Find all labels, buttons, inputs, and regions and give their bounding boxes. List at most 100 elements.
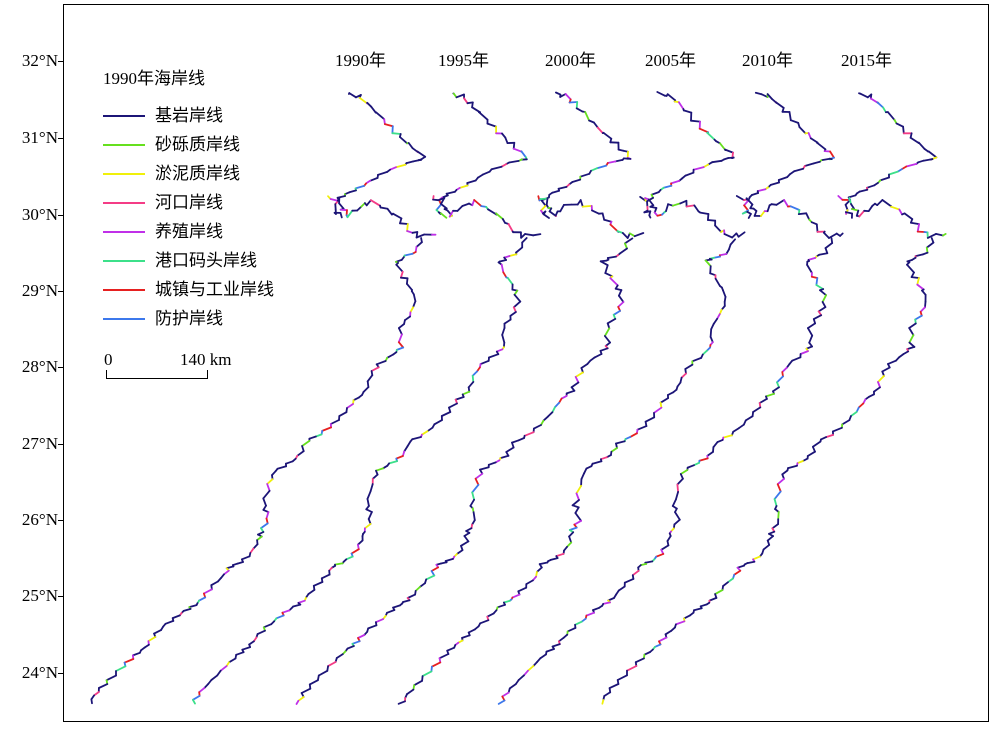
coastline-segment (810, 275, 819, 279)
coastline-segment (571, 178, 582, 183)
coastline-segment (506, 277, 514, 286)
coastline-segment (758, 397, 768, 404)
coastline-segment (751, 192, 759, 196)
coastline-segment (604, 327, 611, 337)
coastline-segment (589, 356, 596, 362)
coastline-segment (890, 205, 901, 211)
coastline-segment (490, 165, 503, 171)
coastline-segment (680, 372, 687, 379)
coastline-segment (369, 176, 379, 182)
coastline-segment (479, 466, 490, 471)
coastline-segment (692, 166, 705, 171)
coastline-segment (839, 232, 844, 237)
legend-label: 港口码头岸线 (155, 251, 257, 270)
coastline-segment (90, 698, 93, 705)
coastline-segment (236, 561, 244, 565)
coastline-segment (521, 237, 528, 244)
coastline-segment (713, 255, 721, 259)
coastline-segment (624, 242, 628, 250)
coastline-segment (766, 93, 773, 100)
coastline-segment (374, 618, 385, 624)
coastline-segment (98, 683, 109, 689)
coastline-segment (517, 437, 526, 442)
coastline-segment (699, 211, 710, 215)
coastline-segment (438, 653, 450, 660)
coastline-segment (881, 199, 892, 208)
coastline-segment (719, 142, 727, 151)
coastline-segment (471, 374, 475, 383)
coastline-segment (502, 271, 508, 279)
coastline-segment (420, 430, 429, 436)
coastline-segment (440, 202, 448, 210)
coastline-segment (596, 164, 608, 170)
coastline-segment (773, 498, 778, 507)
coastline-segment (334, 562, 344, 566)
coastline-segment (777, 176, 789, 181)
coastline-segment (557, 636, 565, 643)
coastline-segment (737, 423, 745, 430)
coastline-segment (604, 272, 614, 278)
coastline-segment (219, 665, 228, 672)
coastline-segment (571, 499, 580, 507)
coastline-segment (709, 335, 714, 344)
coastline-segment (882, 106, 887, 114)
coastline-segment (402, 599, 411, 603)
coastline-segment (535, 566, 543, 573)
coastline-segment (581, 204, 593, 208)
coastline-segment (523, 431, 535, 437)
coastline-segment (574, 371, 584, 378)
coastline-segment (571, 504, 580, 509)
coastline-segment (463, 532, 471, 537)
coastline-segment (733, 569, 742, 576)
coastline-segment (919, 306, 926, 313)
coastline-segment (377, 170, 389, 176)
coastline-segment (606, 160, 617, 164)
coastline-segment (446, 646, 456, 652)
coastline-segment (566, 541, 573, 548)
coastline-segment (565, 389, 576, 395)
coastline-segment (673, 518, 681, 526)
coastline-segment (365, 508, 373, 513)
coastline-segment (723, 233, 734, 239)
coastline-segment (603, 218, 613, 223)
coastline-segment (666, 535, 672, 542)
coastline-segment (367, 624, 378, 630)
coastline-segment (851, 208, 860, 212)
coastline-segment (616, 230, 624, 234)
coastline-segment (666, 93, 677, 102)
coastline-segment (497, 699, 506, 705)
scale-bar-zero-label: 0 (104, 350, 113, 369)
coastline-segment (685, 204, 696, 208)
coastline-segment (707, 213, 710, 221)
coastline-segment (676, 477, 684, 486)
coastline-segment (670, 179, 680, 185)
coastline-segment (606, 255, 617, 259)
coastline-segment (397, 700, 406, 705)
coastline-segment (235, 651, 245, 656)
coastline-segment (399, 270, 404, 279)
coastline-segment (455, 93, 465, 99)
coastline-segment (791, 356, 802, 362)
coastline-segment (123, 658, 135, 664)
coastline-segment (527, 665, 535, 672)
coastline-segment (329, 198, 339, 202)
coastline-segment (815, 277, 819, 286)
coastline-segment (395, 346, 405, 351)
map-frame (63, 4, 989, 722)
coastline-segment (709, 328, 713, 338)
coastline-segment (472, 511, 476, 521)
coastline-segment (346, 209, 354, 219)
scale-bar-distance-label: 140 km (180, 350, 232, 369)
coastline-segment (675, 490, 679, 501)
coastline-segment (771, 523, 779, 530)
year-label-2000: 2000年 (545, 51, 596, 70)
coastline-segment (517, 674, 525, 681)
coastline-segment (395, 263, 404, 273)
latitude-tick (58, 138, 63, 139)
latitude-tick (58, 596, 63, 597)
coastline-segment (555, 552, 565, 557)
coastline-segment (265, 511, 270, 520)
coastline-segment (850, 411, 858, 417)
coastline-segment (918, 141, 926, 150)
coastline-segment (508, 253, 518, 257)
